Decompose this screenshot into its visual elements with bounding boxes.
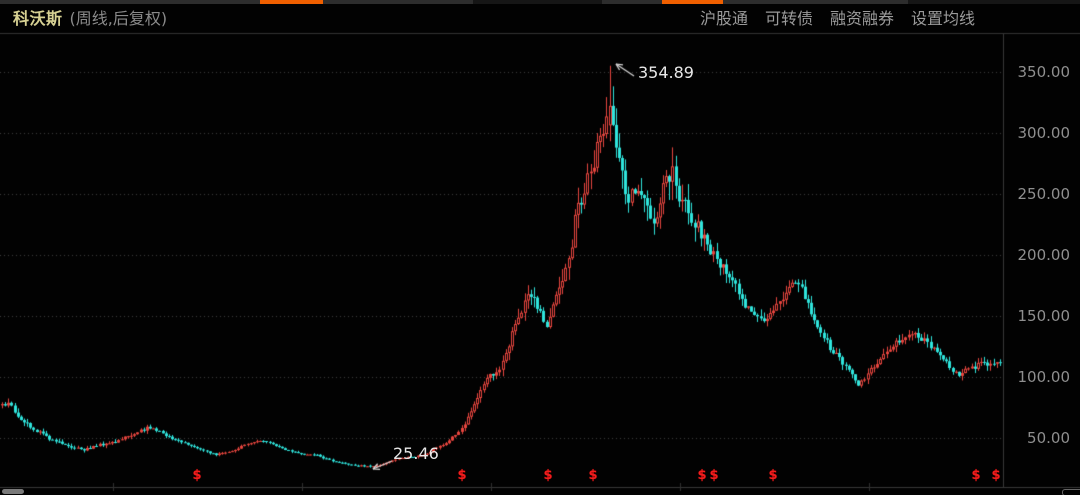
y-axis-label: 350.00	[1017, 62, 1071, 81]
dividend-event-marker[interactable]: $	[457, 468, 467, 483]
dividend-event-marker[interactable]: $	[588, 468, 598, 483]
top-strip-track	[0, 0, 473, 4]
dividend-event-marker[interactable]: $	[709, 468, 719, 483]
menu-item-2[interactable]: 融资融券	[830, 9, 895, 28]
chart-toolbar: 沪股通 可转债 融资融券 设置均线	[700, 9, 975, 29]
dividend-event-marker[interactable]: $	[991, 468, 1001, 483]
menu-item-1[interactable]: 可转债	[765, 9, 814, 28]
y-axis-label: 200.00	[1017, 245, 1071, 264]
scrollbar-thumb-left[interactable]	[2, 489, 24, 494]
y-axis-label: 150.00	[1017, 306, 1071, 325]
chart-header: 科沃斯 (周线,后复权)	[13, 9, 167, 29]
low-price-annotation: 25.46	[393, 444, 439, 463]
menu-item-0[interactable]: 沪股通	[700, 9, 749, 28]
y-axis-label: 250.00	[1017, 184, 1071, 203]
top-strip-track	[602, 0, 908, 4]
stock-name: 科沃斯	[13, 9, 63, 28]
top-strip-range-indicator	[260, 0, 323, 4]
top-strip	[0, 0, 1080, 4]
menu-item-3[interactable]: 设置均线	[911, 9, 976, 28]
chart-period-label: (周线,后复权)	[69, 9, 168, 28]
dividend-event-marker[interactable]: $	[768, 468, 778, 483]
dividend-event-marker[interactable]: $	[697, 468, 707, 483]
top-strip-range-indicator	[662, 0, 723, 4]
y-axis-label: 300.00	[1017, 123, 1071, 142]
peak-price-annotation: 354.89	[638, 63, 694, 82]
scrollbar-thumb-right[interactable]	[1062, 489, 1080, 495]
y-axis-label: 50.00	[1027, 428, 1070, 447]
dividend-event-marker[interactable]: $	[192, 468, 202, 483]
y-axis-label: 100.00	[1017, 367, 1071, 386]
dividend-event-marker[interactable]: $	[543, 468, 553, 483]
dividend-event-marker[interactable]: $	[971, 468, 981, 483]
